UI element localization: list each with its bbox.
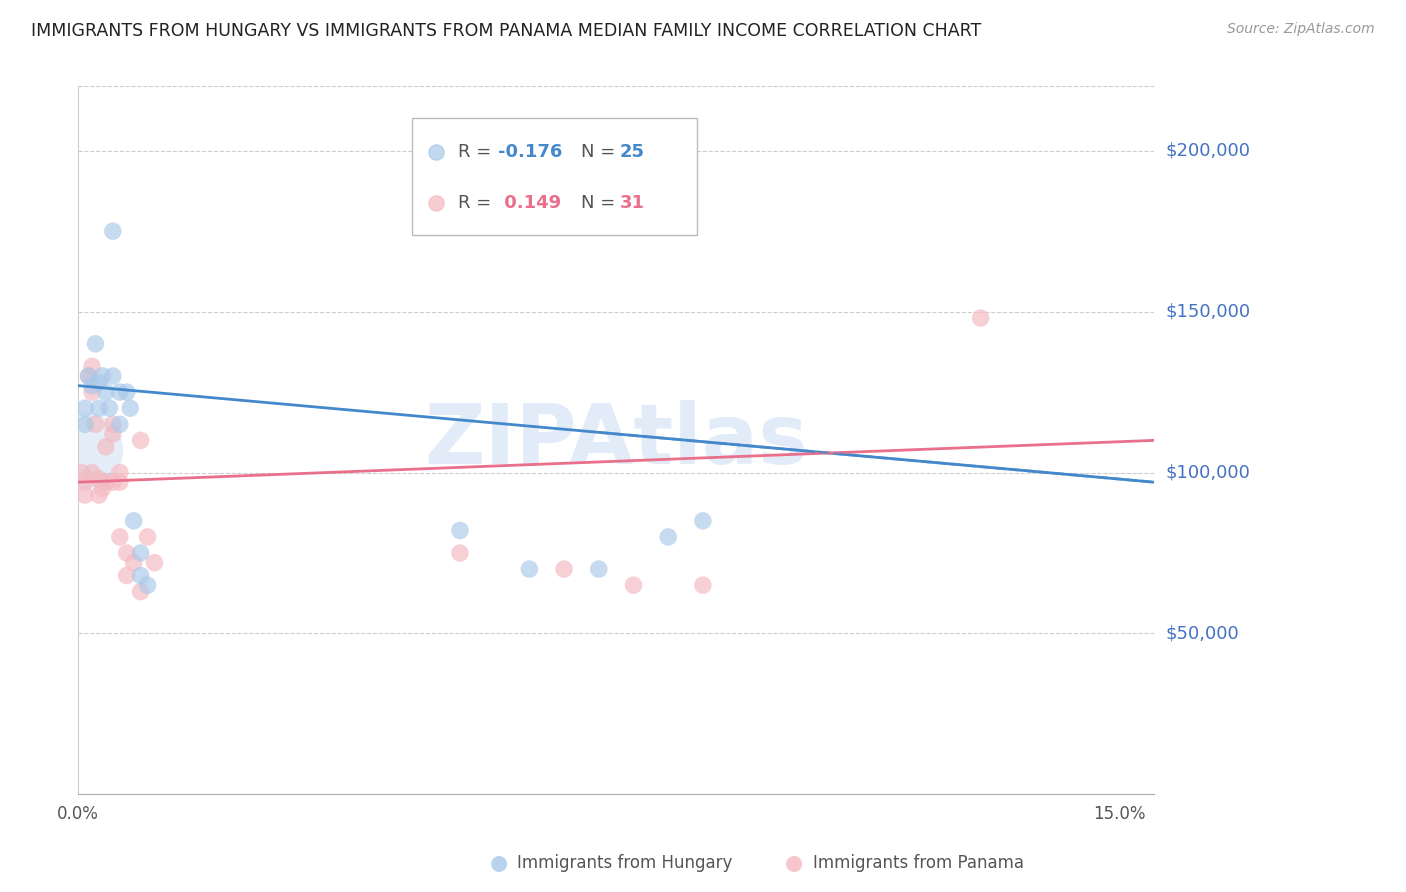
Point: [623, 578, 645, 592]
Point: [122, 514, 145, 528]
Point: [136, 578, 159, 592]
Point: [80, 466, 103, 480]
Point: [108, 385, 131, 400]
Point: [73, 488, 96, 502]
Point: [136, 530, 159, 544]
Text: N =: N =: [581, 194, 620, 212]
FancyBboxPatch shape: [412, 119, 697, 235]
Point: [692, 514, 714, 528]
Text: -0.176: -0.176: [498, 144, 562, 161]
Text: 0.149: 0.149: [498, 194, 561, 212]
Point: [87, 488, 110, 502]
Point: [129, 568, 152, 582]
Point: [77, 369, 100, 384]
Text: R =: R =: [458, 144, 496, 161]
Text: $150,000: $150,000: [1166, 302, 1250, 320]
Point: [73, 443, 96, 458]
Text: 31: 31: [620, 194, 644, 212]
Text: IMMIGRANTS FROM HUNGARY VS IMMIGRANTS FROM PANAMA MEDIAN FAMILY INCOME CORRELATI: IMMIGRANTS FROM HUNGARY VS IMMIGRANTS FR…: [31, 22, 981, 40]
Point: [108, 530, 131, 544]
Point: [553, 562, 575, 576]
Point: [84, 417, 107, 432]
Point: [108, 466, 131, 480]
Point: [122, 556, 145, 570]
Text: N =: N =: [581, 144, 620, 161]
Point: [692, 578, 714, 592]
Text: Immigrants from Panama: Immigrants from Panama: [813, 855, 1024, 872]
Point: [519, 562, 541, 576]
Point: [87, 376, 110, 390]
Point: [87, 401, 110, 416]
Text: Immigrants from Hungary: Immigrants from Hungary: [517, 855, 733, 872]
Point: [449, 546, 471, 560]
Point: [87, 472, 110, 486]
Point: [108, 417, 131, 432]
Text: $200,000: $200,000: [1166, 142, 1250, 160]
Point: [70, 466, 93, 480]
Point: [129, 546, 152, 560]
Text: R =: R =: [458, 194, 496, 212]
Point: [73, 475, 96, 490]
Point: [77, 369, 100, 384]
Text: $50,000: $50,000: [1166, 624, 1239, 642]
Point: [969, 311, 991, 326]
Point: [101, 224, 124, 238]
Point: [80, 378, 103, 392]
Point: [108, 475, 131, 490]
Point: [120, 401, 142, 416]
Text: ZIPAtlas: ZIPAtlas: [425, 400, 808, 481]
Point: [73, 401, 96, 416]
Point: [101, 426, 124, 441]
Point: [449, 524, 471, 538]
Point: [98, 401, 121, 416]
Point: [73, 417, 96, 432]
Point: [101, 369, 124, 384]
Point: [101, 475, 124, 490]
Point: [94, 385, 117, 400]
Text: Source: ZipAtlas.com: Source: ZipAtlas.com: [1227, 22, 1375, 37]
Point: [91, 369, 114, 384]
Text: ●: ●: [786, 854, 803, 873]
Point: [94, 475, 117, 490]
Point: [91, 482, 114, 496]
Point: [588, 562, 610, 576]
Point: [115, 385, 138, 400]
Point: [115, 546, 138, 560]
Point: [94, 440, 117, 454]
Point: [101, 417, 124, 432]
Point: [129, 434, 152, 448]
Point: [115, 568, 138, 582]
Text: 25: 25: [620, 144, 644, 161]
Text: $100,000: $100,000: [1166, 464, 1250, 482]
Text: ●: ●: [491, 854, 508, 873]
Point: [84, 336, 107, 351]
Point: [143, 556, 166, 570]
Point: [657, 530, 679, 544]
Point: [129, 584, 152, 599]
Point: [80, 385, 103, 400]
Point: [80, 359, 103, 374]
